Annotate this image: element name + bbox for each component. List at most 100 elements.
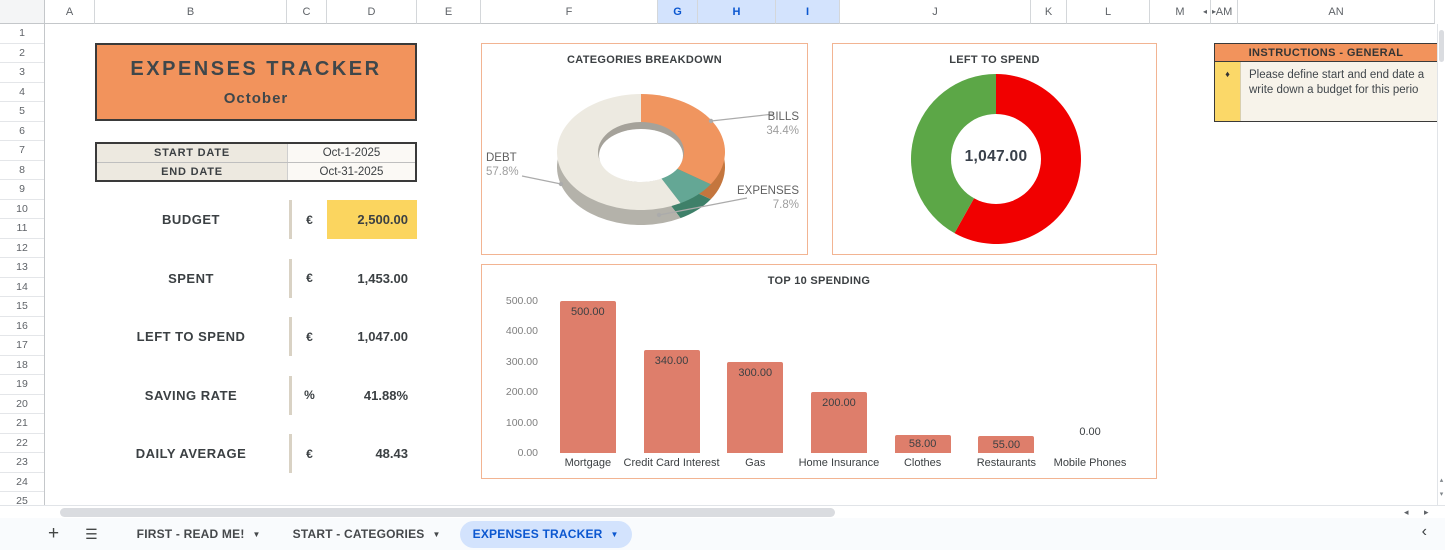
row-header-23[interactable]: 23: [0, 453, 44, 473]
horizontal-scrollbar[interactable]: ◂ ▸: [0, 505, 1445, 518]
row-header-11[interactable]: 11: [0, 219, 44, 239]
row-header-25[interactable]: 25: [0, 492, 44, 505]
bar-gas: [727, 361, 784, 453]
row-header-4[interactable]: 4: [0, 82, 44, 102]
divider: [289, 258, 292, 298]
row-header-10[interactable]: 10: [0, 199, 44, 219]
top-10-spending-chart[interactable]: TOP 10 SPENDING 0.00 100.00 200.00 300.00 40…: [481, 264, 1157, 479]
stat-label-cell[interactable]: DAILY AVERAGE: [135, 446, 247, 461]
stat-currency-cell[interactable]: €: [306, 271, 313, 285]
column-header-I[interactable]: I: [776, 0, 840, 24]
column-header-F[interactable]: F: [481, 0, 658, 24]
instructions-header-cell[interactable]: INSTRUCTIONS - GENERAL: [1214, 43, 1437, 62]
add-sheet-icon[interactable]: +: [48, 523, 60, 544]
column-header-D[interactable]: D: [327, 0, 417, 24]
scroll-left-icon[interactable]: ◂: [1404, 507, 1409, 517]
end-date-cell[interactable]: END DATE: [97, 163, 288, 180]
bar-category-label: Mortgage: [564, 457, 612, 469]
chevron-down-icon[interactable]: ▼: [432, 529, 441, 539]
row-header-2[interactable]: 2: [0, 43, 44, 63]
stat-currency-cell[interactable]: €: [306, 446, 313, 461]
column-header-J[interactable]: J: [840, 0, 1031, 24]
stat-value-cell[interactable]: 1,453.00: [357, 270, 408, 286]
column-header-AM[interactable]: ▸ AM: [1211, 0, 1238, 24]
instructions-text: Please define start and end date a write…: [1249, 69, 1425, 96]
left-to-spend-chart[interactable]: LEFT TO SPEND 1,047.00: [832, 43, 1157, 255]
bar-category-label: Mobile Phones: [1053, 457, 1127, 469]
column-header-M[interactable]: M ◂: [1150, 0, 1211, 24]
column-header-A[interactable]: A: [45, 0, 95, 24]
date-value-cell[interactable]: Oct-1-2025: [322, 147, 381, 159]
scroll-right-icon[interactable]: ▸: [1424, 507, 1429, 517]
chevron-down-icon[interactable]: ▼: [252, 529, 261, 539]
column-header-K[interactable]: K: [1031, 0, 1067, 24]
row-header-20[interactable]: 20: [0, 394, 44, 414]
start-date-cell[interactable]: START DATE: [97, 144, 288, 162]
column-header-H[interactable]: H: [698, 0, 776, 24]
stat-currency-cell[interactable]: €: [306, 329, 313, 344]
row-header-14[interactable]: 14: [0, 277, 44, 297]
row-header-19[interactable]: 19: [0, 375, 44, 395]
sheet-tab-first-read-me-[interactable]: FIRST - READ ME! ▼: [124, 521, 274, 548]
select-all-corner[interactable]: [0, 0, 45, 24]
sheet-tab-expenses-tracker[interactable]: EXPENSES TRACKER ▼: [459, 520, 632, 548]
row-header-5[interactable]: 5: [0, 102, 44, 122]
row-header-16[interactable]: 16: [0, 316, 44, 336]
instructions-body-cell[interactable]: ♦ Please define start and end date a wri…: [1214, 62, 1437, 122]
bar-value-label: 500.00: [571, 306, 605, 318]
column-header-L[interactable]: L: [1067, 0, 1150, 24]
column-header-E[interactable]: E: [417, 0, 481, 24]
column-header-B[interactable]: B: [95, 0, 287, 24]
vertical-scrollbar-thumb[interactable]: [1439, 30, 1444, 62]
column-letter: B: [186, 5, 195, 18]
row-header-15[interactable]: 15: [0, 297, 44, 317]
column-header-AN[interactable]: AN: [1238, 0, 1435, 24]
row-header-13[interactable]: 13: [0, 258, 44, 278]
stat-value-cell[interactable]: 2,500.00: [327, 200, 417, 239]
horizontal-scrollbar-thumb[interactable]: [60, 508, 835, 517]
y-axis-tick-label: 100.00: [505, 416, 538, 429]
column-letter: G: [673, 5, 682, 18]
categories-breakdown-chart[interactable]: CATEGORIES BREAKDOWN BILLS 34.4% EXPENSES 7…: [481, 43, 808, 255]
row-header-7[interactable]: 7: [0, 141, 44, 161]
hidden-columns-expand-right-icon[interactable]: ▸: [1212, 7, 1217, 16]
chart-title: LEFT TO SPEND: [949, 54, 1040, 66]
bar-credit-card-interest: [643, 349, 700, 453]
stat-currency-cell[interactable]: %: [304, 388, 315, 402]
stat-value-cell[interactable]: 48.43: [375, 446, 408, 461]
chevron-down-icon[interactable]: ▼: [610, 529, 619, 539]
stat-value-cell[interactable]: 1,047.00: [357, 329, 408, 344]
row-header-21[interactable]: 21: [0, 414, 44, 434]
sheet-tab-bar: + ☰ FIRST - READ ME! ▼ START - CATEGORIES ▼…: [0, 518, 1445, 550]
row-header-3[interactable]: 3: [0, 63, 44, 83]
stat-label-cell[interactable]: BUDGET: [162, 212, 220, 227]
row-header-18[interactable]: 18: [0, 355, 44, 375]
row-header-9[interactable]: 9: [0, 180, 44, 200]
column-header-G[interactable]: G: [658, 0, 698, 24]
collapse-panel-icon[interactable]: ‹: [1421, 523, 1427, 540]
row-header-1[interactable]: 1: [0, 24, 44, 44]
row-header-22[interactable]: 22: [0, 433, 44, 453]
stat-label-cell[interactable]: LEFT TO SPEND: [136, 329, 246, 344]
vertical-scrollbar[interactable]: ▴ ▾: [1437, 24, 1445, 505]
stat-label-cell[interactable]: SPENT: [168, 270, 214, 286]
row-header-17[interactable]: 17: [0, 336, 44, 356]
stat-currency-cell[interactable]: €: [306, 212, 313, 227]
stat-value-cell[interactable]: 41.88%: [363, 387, 408, 403]
column-letter: I: [805, 5, 810, 18]
bar-value-label: 58.00: [908, 438, 937, 451]
scroll-up-icon[interactable]: ▴: [1439, 477, 1444, 484]
scroll-down-icon[interactable]: ▾: [1439, 491, 1444, 498]
date-value-cell[interactable]: Oct-31-2025: [319, 165, 384, 178]
column-header-C[interactable]: C: [287, 0, 327, 24]
instructions-panel: INSTRUCTIONS - GENERAL ♦ Please define s…: [1214, 43, 1437, 122]
stat-label-cell[interactable]: SAVING RATE: [144, 387, 238, 403]
hidden-columns-expand-left-icon[interactable]: ◂: [1202, 7, 1207, 16]
row-header-24[interactable]: 24: [0, 472, 44, 492]
row-header-8[interactable]: 8: [0, 160, 44, 180]
sheet-tab-start-categories[interactable]: START - CATEGORIES ▼: [280, 521, 454, 548]
bar-category-label: Home Insurance: [798, 457, 880, 469]
row-header-12[interactable]: 12: [0, 238, 44, 258]
all-sheets-menu-icon[interactable]: ☰: [85, 525, 98, 542]
row-header-6[interactable]: 6: [0, 121, 44, 141]
